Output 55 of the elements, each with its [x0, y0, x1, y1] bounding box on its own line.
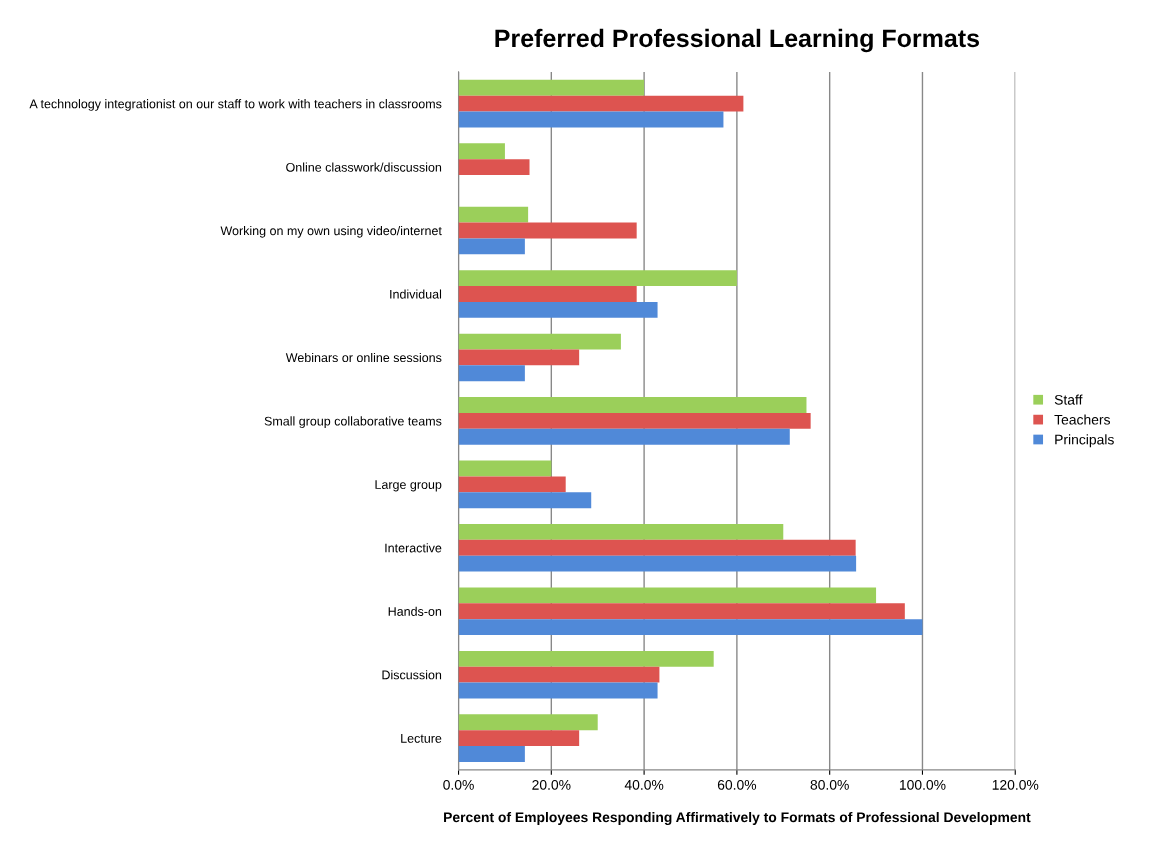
- y-tick-label: A technology integrationist on our staff to work with teachers in classrooms: [29, 99, 442, 111]
- bar: [458, 349, 580, 366]
- y-tick-label: Individual: [390, 289, 442, 299]
- bar: [458, 286, 637, 302]
- x-tick-label: 20.0%: [532, 779, 571, 790]
- bar: [458, 95, 744, 112]
- y-tick-label: Large group: [375, 480, 442, 492]
- bar: [458, 238, 525, 255]
- bar: [458, 333, 621, 350]
- y-tick-label: Hands-on: [388, 606, 442, 616]
- y-tick-label: Interactive: [385, 543, 442, 553]
- bar: [458, 619, 923, 636]
- x-tick-label: 120.0%: [992, 779, 1039, 790]
- bar: [458, 523, 784, 540]
- bar: [458, 730, 580, 747]
- bar: [458, 365, 525, 382]
- bar: [458, 746, 525, 762]
- bar: [458, 603, 905, 620]
- bar: [458, 412, 811, 429]
- y-tick-label: Working on my own using video/internet: [220, 226, 442, 238]
- bar: [458, 159, 530, 176]
- bar: [458, 79, 645, 96]
- bar: [458, 682, 658, 699]
- bar: [458, 206, 529, 223]
- bar: [458, 666, 660, 683]
- bar: [458, 492, 592, 509]
- y-tick-label: Online classwork/discussion: [286, 162, 442, 172]
- x-tick-label: 60.0%: [717, 779, 757, 790]
- bar: [458, 539, 856, 556]
- y-tick-label: Webinars or online sessions: [285, 352, 442, 363]
- bar: [458, 301, 658, 318]
- x-tick-label: 0.0%: [443, 779, 474, 790]
- bar: [458, 428, 790, 445]
- bar: [458, 222, 637, 239]
- legend-label: Staff: [1054, 394, 1083, 405]
- x-tick-label: 100.0%: [899, 779, 946, 790]
- bar: [458, 143, 505, 160]
- bar: [458, 587, 877, 604]
- x-tick-label: 80.0%: [810, 779, 849, 790]
- bar: [458, 476, 566, 493]
- bar: [458, 555, 857, 572]
- x-tick-label: 40.0%: [624, 779, 664, 790]
- bar: [458, 714, 598, 731]
- bar: [458, 397, 807, 413]
- bar: [458, 460, 552, 477]
- y-tick-label: Lecture: [401, 734, 442, 743]
- x-axis-title: Percent of Employees Responding Affirmatively to Formats of Professional Development: [444, 811, 1031, 825]
- y-tick-label: Discussion: [382, 670, 442, 680]
- chart-title: Preferred Professional Learning Formats: [495, 28, 979, 53]
- y-tick-label: Small group collaborative teams: [264, 416, 442, 429]
- bar: [458, 111, 724, 128]
- bar: [458, 270, 737, 287]
- bar: [458, 650, 714, 667]
- legend-label: Teachers: [1054, 414, 1110, 425]
- legend-label: Principals: [1055, 434, 1114, 448]
